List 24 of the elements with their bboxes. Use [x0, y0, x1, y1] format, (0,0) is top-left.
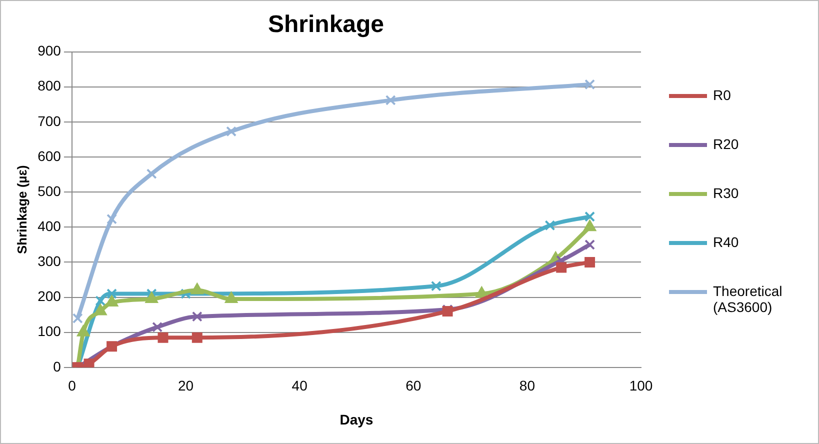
y-axis-title: Shrinkage (µε) — [14, 165, 30, 254]
y-tick-label: 200 — [38, 288, 62, 304]
y-tick-label: 100 — [38, 323, 62, 340]
chart-title: Shrinkage — [268, 11, 384, 38]
x-tick-label: 80 — [519, 378, 536, 394]
x-tick-label: 100 — [629, 378, 653, 394]
x-tick-label: 0 — [68, 378, 76, 394]
y-tick-label: 600 — [38, 148, 62, 164]
y-tick-label: 700 — [38, 112, 62, 129]
x-tick-label: 60 — [406, 378, 422, 394]
legend-label: R20 — [713, 136, 739, 152]
y-tick-label: 800 — [38, 78, 62, 94]
legend-label: R0 — [713, 87, 731, 103]
legend-label: R40 — [713, 234, 739, 250]
y-tick-label: 300 — [38, 253, 62, 270]
y-tick-label: 400 — [38, 218, 62, 234]
legend-label: Theoretical (AS3600) — [713, 283, 784, 315]
x-tick-label: 20 — [178, 378, 194, 394]
y-tick-label: 0 — [53, 358, 62, 374]
y-tick-label: 500 — [38, 182, 62, 199]
x-tick-label: 40 — [292, 378, 308, 394]
legend-label: R30 — [713, 185, 739, 201]
x-axis-title: Days — [340, 411, 374, 428]
y-tick-label: 900 — [38, 42, 62, 59]
